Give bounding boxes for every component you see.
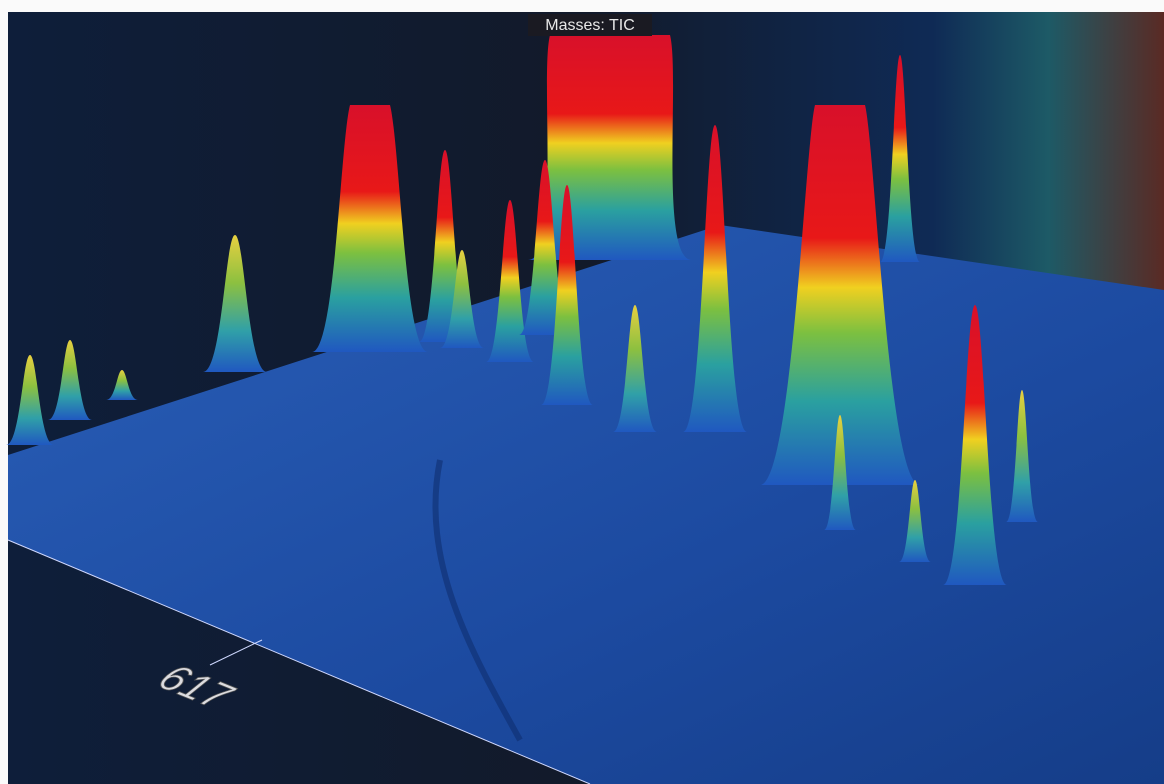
peak (541, 185, 593, 405)
peak (48, 340, 92, 420)
peak (1006, 390, 1038, 522)
peak (312, 105, 428, 352)
peak (486, 200, 534, 362)
axis-edge (7, 539, 591, 784)
title: Masses: TIC (545, 17, 635, 34)
peak (6, 355, 54, 445)
peak (613, 305, 657, 432)
peak (440, 250, 484, 348)
peak (203, 235, 267, 372)
peak (760, 105, 920, 485)
plane-ridge (432, 459, 523, 742)
peak (683, 125, 747, 432)
peak (106, 370, 138, 400)
peak (824, 415, 856, 530)
peak (880, 55, 920, 262)
title-box (528, 14, 652, 36)
peak (899, 480, 931, 562)
peak (943, 305, 1007, 585)
axis-tick (209, 639, 263, 666)
peaks (6, 35, 1038, 585)
